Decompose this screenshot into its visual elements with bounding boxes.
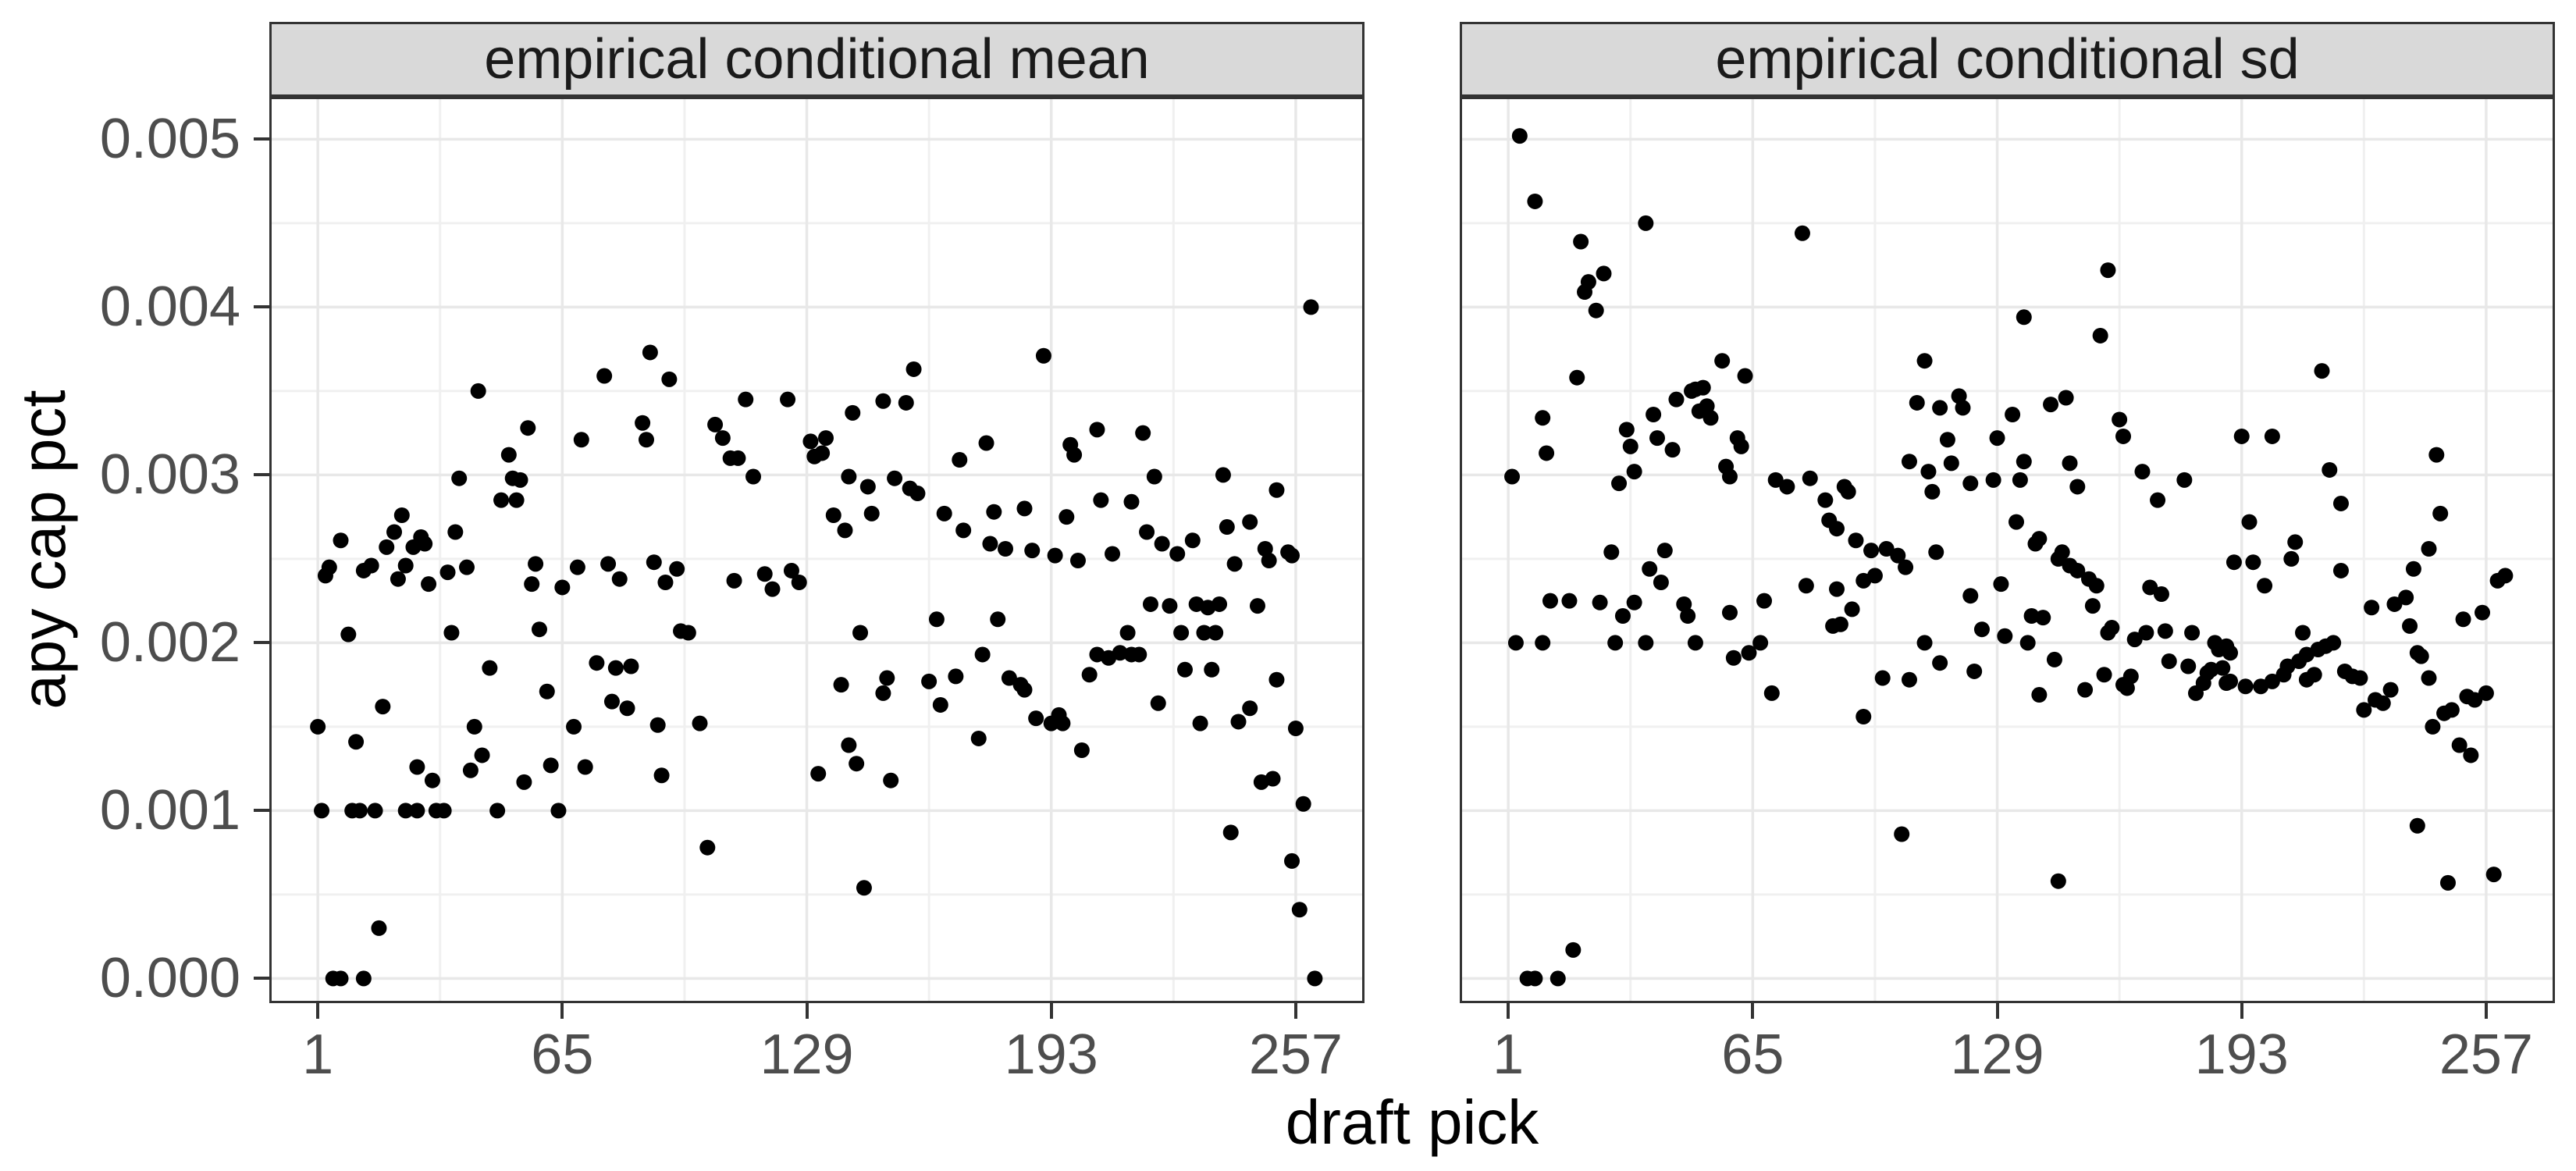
y-tick-mark (254, 641, 269, 645)
y-tick-label: 0.003 (99, 443, 240, 507)
x-axis-title: draft pick (1285, 1087, 1539, 1157)
panel-border (1460, 97, 2555, 1003)
x-tick-label: 129 (760, 1023, 854, 1086)
grid-minor (1460, 97, 2555, 1003)
y-tick-mark (254, 137, 269, 141)
grid-minor (269, 97, 1364, 1003)
y-tick-mark (254, 809, 269, 813)
x-tick-label: 193 (2194, 1023, 2289, 1086)
facet-strip-sd-label: empirical conditional sd (1715, 28, 2300, 91)
x-tick-mark (805, 1003, 809, 1019)
x-tick-label: 129 (1950, 1023, 2044, 1086)
facet-strip-mean: empirical conditional mean (269, 22, 1364, 97)
x-tick-mark (1293, 1003, 1297, 1019)
x-tick-mark (1751, 1003, 1755, 1019)
x-tick-mark (1995, 1003, 1999, 1019)
y-tick-mark (254, 473, 269, 477)
scatter-points (310, 299, 1323, 987)
y-tick-label: 0.000 (99, 947, 240, 1010)
scatter-points (1504, 128, 2514, 987)
x-tick-mark (1049, 1003, 1053, 1019)
y-tick-label: 0.001 (99, 779, 240, 842)
x-tick-label: 193 (1004, 1023, 1098, 1086)
grid-major (1460, 97, 2555, 1003)
x-tick-label: 1 (1493, 1023, 1525, 1086)
x-tick-label: 257 (2439, 1023, 2533, 1086)
x-tick-mark (2484, 1003, 2488, 1019)
x-tick-mark (2240, 1003, 2243, 1019)
x-tick-mark (316, 1003, 320, 1019)
panel-border (269, 97, 1364, 1003)
panel-empirical-conditional-sd (1460, 97, 2555, 1003)
y-tick-label: 0.005 (99, 108, 240, 171)
y-tick-label: 0.004 (99, 276, 240, 339)
x-tick-mark (560, 1003, 564, 1019)
y-tick-mark (254, 977, 269, 981)
x-tick-mark (1507, 1003, 1510, 1019)
facet-strip-mean-label: empirical conditional mean (484, 28, 1150, 91)
y-tick-mark (254, 305, 269, 309)
y-tick-label: 0.002 (99, 611, 240, 674)
grid-major (269, 97, 1364, 1003)
x-tick-label: 257 (1248, 1023, 1343, 1086)
x-tick-label: 65 (531, 1023, 594, 1086)
panel-empirical-conditional-mean (269, 97, 1364, 1003)
facet-strip-sd: empirical conditional sd (1460, 22, 2555, 97)
x-tick-label: 65 (1721, 1023, 1784, 1086)
x-tick-label: 1 (302, 1023, 334, 1086)
